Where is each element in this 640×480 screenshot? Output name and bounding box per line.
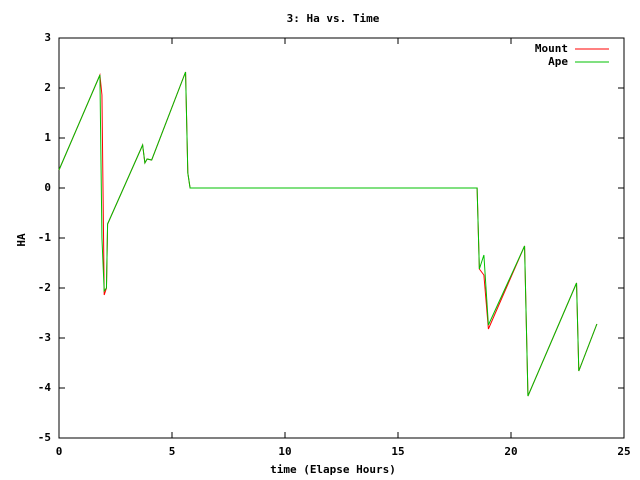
x-tick-label: 10 bbox=[278, 445, 291, 458]
legend-label: Mount bbox=[535, 42, 568, 55]
y-tick-label: -2 bbox=[38, 281, 51, 294]
x-axis-label: time (Elapse Hours) bbox=[270, 463, 396, 476]
x-tick-label: 15 bbox=[391, 445, 404, 458]
legend-label: Ape bbox=[548, 55, 568, 68]
chart-title: 3: Ha vs. Time bbox=[287, 12, 380, 25]
y-tick-label: -1 bbox=[38, 231, 52, 244]
x-tick-label: 5 bbox=[169, 445, 176, 458]
x-tick-label: 25 bbox=[617, 445, 630, 458]
y-tick-label: 1 bbox=[44, 131, 51, 144]
y-tick-label: 3 bbox=[44, 31, 51, 44]
y-tick-label: 2 bbox=[44, 81, 51, 94]
y-tick-label: -4 bbox=[38, 381, 52, 394]
series-line bbox=[58, 71, 598, 397]
x-tick-label: 20 bbox=[504, 445, 517, 458]
y-tick-label: 0 bbox=[44, 181, 51, 194]
y-axis-label: HA bbox=[15, 233, 28, 247]
x-tick-label: 0 bbox=[56, 445, 63, 458]
y-tick-label: -3 bbox=[38, 331, 51, 344]
y-tick-label: -5 bbox=[38, 431, 51, 444]
